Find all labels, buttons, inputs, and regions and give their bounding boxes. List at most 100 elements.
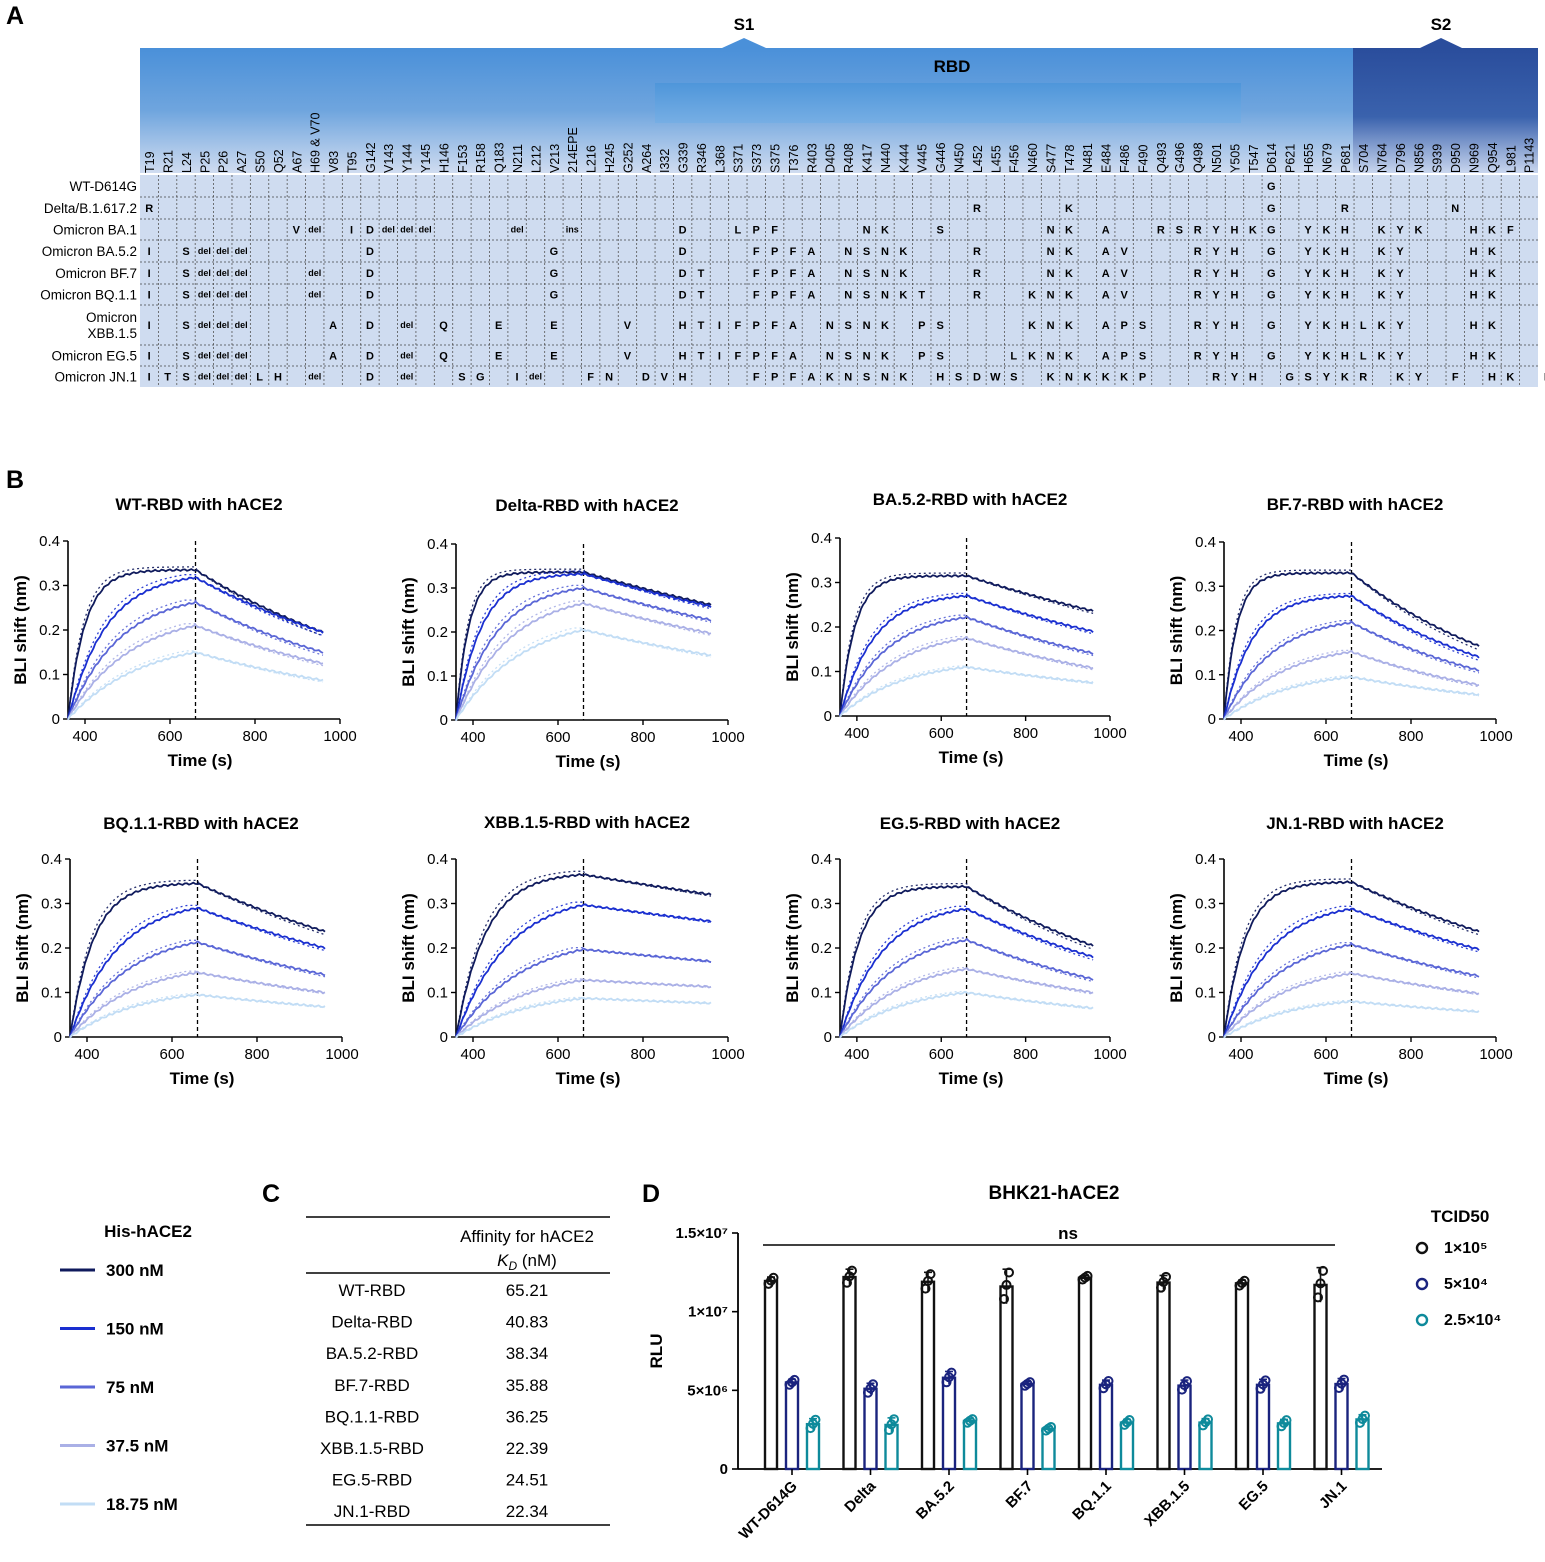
mutation-cell: G (1267, 181, 1276, 193)
mutation-cell: A (1102, 225, 1110, 237)
mutation-cell: A (1102, 320, 1110, 332)
s2-region-label: S2 (1431, 15, 1452, 34)
mutation-cell: del (198, 290, 211, 300)
replicate-point (941, 1377, 952, 1388)
mutation-cell: del (235, 290, 248, 300)
mutation-column-label: P25 (198, 151, 212, 173)
mutation-cell: K (1028, 320, 1036, 332)
mutation-cell: P (771, 290, 778, 302)
mutation-column-label: Y145 (419, 144, 433, 173)
fit-curve (839, 882, 1094, 1038)
mutation-cell: R (1194, 290, 1202, 302)
y-axis-title: BLI shift (nm) (399, 893, 418, 1003)
mutation-column-label: G339 (677, 142, 691, 173)
mutation-cell: del (511, 225, 524, 235)
x-axis-title: Time (s) (1324, 1069, 1389, 1088)
mutation-cell: N (863, 351, 871, 363)
mutation-cell: Y (1212, 268, 1220, 280)
mutation-cell: K (1378, 320, 1386, 332)
mutation-column-label: Y505 (1228, 144, 1242, 173)
mutation-column-label: P621 (1284, 144, 1298, 173)
replicate-point (789, 1374, 800, 1385)
mutation-column-label: D405 (824, 143, 838, 173)
mutation-cell: S (458, 372, 465, 384)
bar (1255, 1383, 1271, 1471)
mutation-cell: P (1139, 372, 1146, 384)
mutation-cell: S (863, 246, 870, 258)
chart-title: EG.5-RBD with hACE2 (880, 814, 1060, 833)
mutation-cell: R (1194, 246, 1202, 258)
s2-region-band (1353, 48, 1538, 173)
table-header-unit: (nM) (517, 1251, 557, 1270)
mutation-cell: K (899, 246, 907, 258)
y-tick-label: 0.3 (427, 580, 448, 597)
mutation-column-label: G446 (934, 142, 948, 173)
x-tick-label: 400 (460, 1046, 485, 1063)
sensorgram-curve (455, 903, 712, 1037)
mutation-cell: T (698, 351, 705, 363)
mutation-cell: A (807, 246, 815, 258)
sensorgram-curve (69, 906, 326, 1037)
mutation-cell: S (182, 268, 189, 280)
mutation-cell: H (274, 372, 282, 384)
x-axis-title: Time (s) (170, 1069, 235, 1088)
replicate-point (1122, 1417, 1132, 1428)
fit-curve (455, 584, 712, 721)
replicate-point (1318, 1265, 1328, 1276)
mutation-cell: V (661, 372, 669, 384)
mutation-cell: del (216, 290, 229, 300)
mutation-cell: K (1378, 225, 1386, 237)
y-tick-label: 0.1 (811, 664, 832, 681)
replicate-point (925, 1269, 936, 1280)
x-tick-label: 800 (1398, 1046, 1423, 1063)
bar-legend-marker (1415, 1313, 1429, 1327)
mutation-cell: R (973, 268, 981, 280)
mutation-cell: S (936, 351, 943, 363)
mutation-cell: S (936, 225, 943, 237)
mutation-cell: S (1176, 225, 1183, 237)
y-tick-label: 0.3 (811, 575, 832, 592)
x-tick-label: 800 (630, 729, 655, 746)
bar-chart-title: BHK21-hACE2 (989, 1183, 1120, 1204)
x-axis-title: Time (s) (556, 1069, 621, 1088)
chart-title: BA.5.2-RBD with hACE2 (873, 490, 1068, 509)
y-tick-label: 5×10⁶ (687, 1382, 728, 1399)
bar-legend-label: 2.5×10⁴ (1444, 1312, 1501, 1329)
sensorgram-curve (67, 650, 324, 721)
variant-row-label-line: Omicron (86, 310, 137, 325)
mutation-cell: H (1249, 372, 1257, 384)
mutation-cell: A (807, 372, 815, 384)
mutation-cell: K (1120, 372, 1128, 384)
table-row-variant: BF.7-RBD (334, 1376, 410, 1395)
replicate-point (946, 1367, 957, 1378)
y-tick-label: 0 (440, 1029, 448, 1046)
replicate-point (999, 1293, 1009, 1304)
mutation-cell: N (826, 320, 834, 332)
mutation-cell: F (790, 372, 797, 384)
replicate-point (868, 1379, 878, 1390)
mutation-cell: F (771, 225, 778, 237)
bar-legend-label: 5×10⁴ (1444, 1276, 1488, 1293)
mutation-column-label: Q52 (272, 149, 286, 173)
x-tick-label: 800 (1013, 1046, 1038, 1063)
mutation-column-label: Q493 (1155, 142, 1169, 173)
sensorgram-curve (839, 938, 1094, 1038)
mutation-cell: S (845, 351, 852, 363)
mutation-column-label: S50 (253, 151, 267, 173)
mutation-column-label: R158 (474, 143, 488, 173)
mutation-cell: K (1488, 320, 1496, 332)
mutation-cell: A (329, 320, 337, 332)
mutation-cell: Y (1304, 246, 1312, 258)
y-axis-title: BLI shift (nm) (11, 575, 30, 685)
mutation-cell: H (679, 372, 687, 384)
mutation-cell: P (753, 351, 760, 363)
chart-title: WT-RBD with hACE2 (115, 495, 282, 514)
replicate-point (1260, 1375, 1271, 1386)
mutation-column-label: H245 (603, 143, 617, 173)
sensorgram-curve (839, 636, 1094, 718)
mutation-cell: K (1322, 268, 1330, 280)
y-tick-label: 0.1 (811, 985, 832, 1002)
fit-curve (455, 870, 712, 1038)
mutation-cell: G (476, 372, 485, 384)
x-axis-title: Time (s) (1324, 751, 1389, 770)
